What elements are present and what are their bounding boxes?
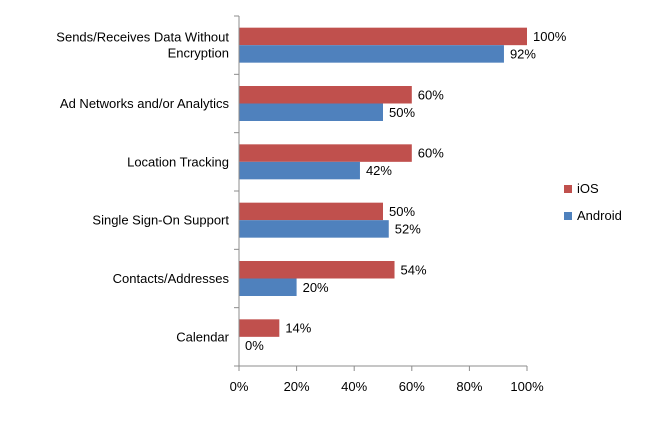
bars-layer <box>239 27 527 337</box>
x-tick-label-5: 100% <box>510 379 544 394</box>
data-label-android-5: 0% <box>245 338 264 353</box>
axis-layer <box>234 15 528 371</box>
bar-ios-3 <box>239 202 383 221</box>
x-tick-label-0: 0% <box>230 379 249 394</box>
data-label-ios-1: 60% <box>418 87 444 102</box>
legend-label-ios: iOS <box>577 181 599 196</box>
bar-android-3 <box>239 220 389 238</box>
data-label-ios-3: 50% <box>389 204 415 219</box>
legend-swatch-ios <box>564 185 572 193</box>
bar-android-4 <box>239 278 297 296</box>
bar-android-2 <box>239 161 360 180</box>
legend-label-android: Android <box>577 208 622 223</box>
bar-android-1 <box>239 103 383 121</box>
category-label-4: Contacts/Addresses <box>113 271 230 286</box>
data-label-android-0: 92% <box>510 46 536 61</box>
data-label-android-2: 42% <box>366 163 392 178</box>
bar-ios-0 <box>239 27 527 46</box>
legend: iOS Android <box>564 181 622 223</box>
x-tick-label-4: 80% <box>456 379 482 394</box>
legend-swatch-android <box>564 212 572 220</box>
data-label-android-1: 50% <box>389 105 415 120</box>
data-label-ios-4: 54% <box>401 262 427 277</box>
x-tick-label-1: 20% <box>284 379 310 394</box>
category-label-0-line-1: Encryption <box>168 46 229 61</box>
data-label-ios-2: 60% <box>418 146 444 161</box>
bar-ios-4 <box>239 261 395 279</box>
labels-layer: 100% 92% Sends/Receives Data WithoutEncryp… <box>56 29 566 394</box>
x-tick-label-3: 60% <box>399 379 425 394</box>
bar-ios-2 <box>239 144 412 162</box>
category-label-1: Ad Networks and/or Analytics <box>60 96 230 111</box>
x-tick-label-2: 40% <box>341 379 367 394</box>
data-label-ios-5: 14% <box>285 321 311 336</box>
bar-android-0 <box>239 45 504 63</box>
data-label-ios-0: 100% <box>533 29 567 44</box>
category-label-5: Calendar <box>176 329 229 344</box>
data-label-android-4: 20% <box>303 280 329 295</box>
category-label-3: Single Sign-On Support <box>92 213 229 228</box>
data-label-android-3: 52% <box>395 221 421 236</box>
bar-ios-1 <box>239 86 412 104</box>
category-label-0-line-0: Sends/Receives Data Without <box>56 30 229 45</box>
category-label-2: Location Tracking <box>127 154 229 169</box>
bar-ios-5 <box>239 319 280 337</box>
